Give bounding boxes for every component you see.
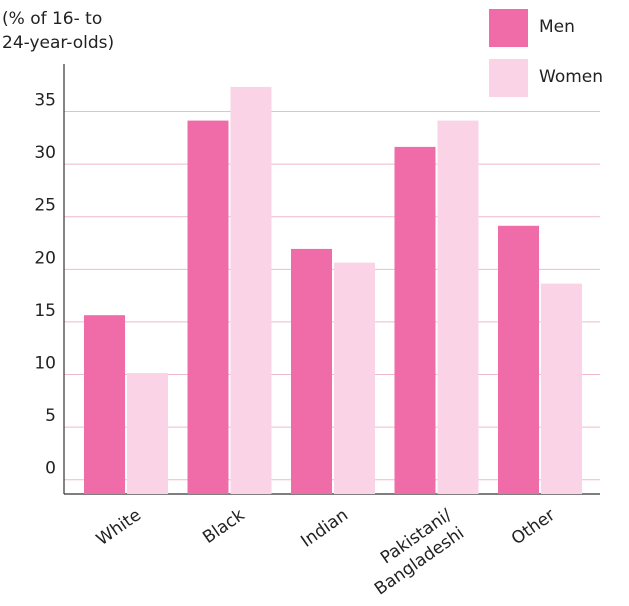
category-label: Black <box>199 505 248 548</box>
category-label: Indian <box>297 505 351 551</box>
category-label: Pakistani/Bangladeshi <box>371 505 468 599</box>
bar-women-0 <box>127 373 168 494</box>
x-category-labels: White Black Indian Pakistani/Bangladeshi Oth… <box>93 505 559 599</box>
bar-men-3 <box>394 146 436 494</box>
y-tick-label: 25 <box>34 196 56 216</box>
legend-swatch <box>489 59 528 97</box>
bar-women-3 <box>437 120 479 494</box>
y-axis-label-line: (% of 16- to <box>2 9 102 29</box>
bar-men-2 <box>291 248 332 494</box>
y-tick-label: 15 <box>34 301 56 321</box>
bar-men-4 <box>498 225 539 494</box>
bar-men-1 <box>187 120 229 494</box>
bar-women-2 <box>334 262 375 494</box>
category-label-line: Other <box>508 505 559 549</box>
legend-label: Women <box>539 67 603 87</box>
bar-women-4 <box>541 283 582 494</box>
y-tick-label: 30 <box>34 143 56 163</box>
category-label: White <box>93 505 145 550</box>
legend: Men Women <box>489 9 603 97</box>
category-label-line: White <box>93 505 145 550</box>
y-tick-label: 20 <box>34 248 56 268</box>
bars <box>84 86 582 494</box>
y-tick-label: 35 <box>34 91 56 111</box>
category-label-line: Black <box>199 505 248 548</box>
y-axis-label: (% of 16- to 24-year-olds) <box>2 9 114 53</box>
y-axis-label-line: 24-year-olds) <box>2 33 114 53</box>
bar-women-1 <box>230 86 272 494</box>
category-label: Other <box>508 505 559 549</box>
y-tick-label: 10 <box>34 354 56 374</box>
legend-label: Men <box>539 17 575 37</box>
category-label-line: Indian <box>297 505 351 551</box>
y-tick-label: 0 <box>45 459 56 479</box>
y-tick-labels: 0 5 10 15 20 25 30 35 <box>34 91 56 479</box>
y-tick-label: 5 <box>45 406 56 426</box>
bar-men-0 <box>84 315 125 494</box>
legend-swatch <box>489 9 528 47</box>
